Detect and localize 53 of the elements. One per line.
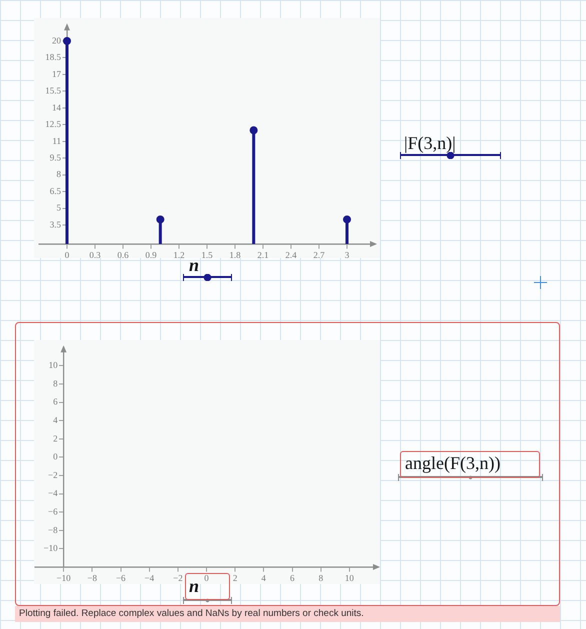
x-tick-label: 0 [64,250,70,260]
x-tick-label: 6 [290,572,295,583]
y-tick-label: 8 [56,169,62,180]
text: Plotting failed. Replace complex values and NaNs by real numbers or check units. [15,606,560,622]
y-tick-label: −4 [48,488,58,498]
x-tick-label: 2 [232,572,238,583]
y-tick-label: 6.5 [50,186,62,196]
point [343,215,351,224]
x-tick-label: 1.5 [201,250,214,260]
x-tick-label: −6 [116,572,126,583]
y-tick-label: 14 [52,102,62,112]
y-tick-label: 2 [53,433,58,444]
x-axis-title: n [189,576,200,596]
y-tick-label: −6 [48,506,58,516]
point [250,126,258,134]
y-tick-label: 5 [56,202,62,213]
x-tick-label: −4 [144,572,155,583]
y-tick-label: 3.5 [50,219,62,230]
x-tick-label: 0 [204,572,210,583]
x-tick-label: −2 [173,572,183,583]
y-tick-label: 20 [52,35,62,46]
y-tick-label: 18.5 [45,52,62,62]
x-tick-label: −8 [87,572,98,583]
y-tick-label: −10 [44,543,58,554]
y-tick-label: 6 [53,396,58,407]
x-tick-label: 2.1 [257,250,269,260]
y-tick-label: 15.5 [45,86,62,96]
x-tick-label: 0.9 [145,250,158,260]
y-axis-title: angle(F(3,n)) [405,453,500,473]
y-tick-label: 9.5 [50,152,62,162]
y-tick-label: 17 [52,68,62,79]
y-tick-label: 11 [52,136,61,146]
legend-label: |F(3,n)| [404,133,456,153]
x-tick-label: 2.7 [313,250,326,260]
x-tick-label: 8 [318,572,324,583]
x-axis-title: n [189,255,200,275]
point [63,37,71,46]
y-tick-label: 0 [53,452,58,462]
y-tick-label: 12.5 [45,119,62,130]
x-tick-label: 3 [344,250,350,260]
y-tick-label: 10 [48,360,58,370]
x-tick-label: 4 [261,572,266,583]
x-tick-label: 2.4 [285,250,298,260]
y-tick-label: −2 [48,470,58,480]
y-tick-label: 4 [53,414,58,425]
y-tick-label: 8 [53,378,58,388]
x-tick-label: 0.3 [89,250,102,260]
x-tick-label: 1.2 [173,250,185,260]
x-tick-label: 1.8 [229,250,242,260]
x-tick-label: 10 [344,572,354,583]
y-tick-label: −8 [48,524,58,535]
x-tick-label: 0.6 [117,250,130,260]
point [156,215,164,224]
